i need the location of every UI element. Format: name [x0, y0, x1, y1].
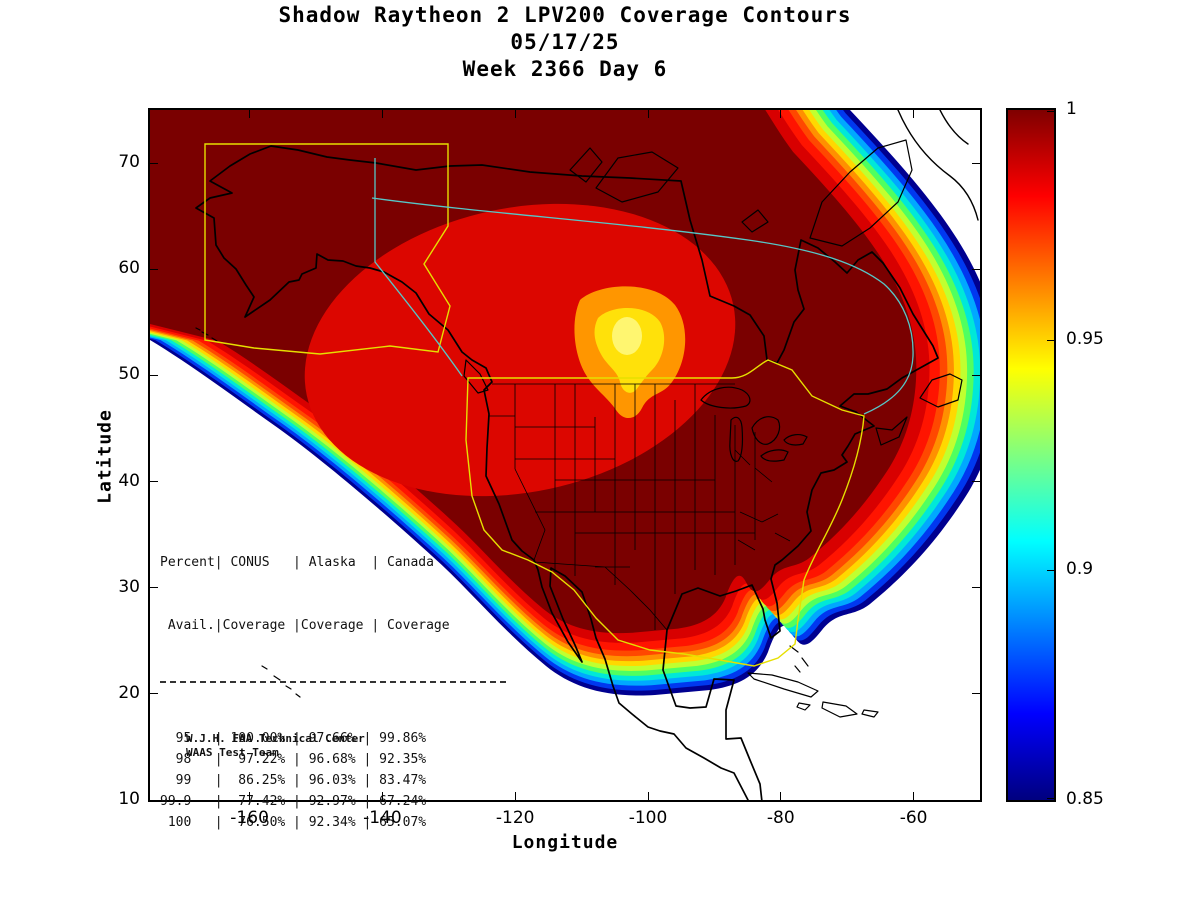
dip-red-region	[304, 203, 736, 497]
fir-line	[371, 197, 914, 415]
figure-title: Shadow Raytheon 2 LPV200 Coverage Contou…	[150, 2, 980, 83]
x-tick-mark	[780, 110, 782, 118]
credit-line-1: W.J.H. FAA Technical Center	[186, 732, 365, 745]
x-tick-mark	[647, 792, 649, 800]
lake-outline	[729, 416, 744, 462]
x-axis-label: Longitude	[511, 832, 619, 853]
y-tick-mark	[150, 374, 158, 376]
title-line-1: Shadow Raytheon 2 LPV200 Coverage Contou…	[278, 3, 852, 27]
x-tick-label: -120	[495, 808, 535, 828]
colorbar-tick-mark	[1047, 569, 1054, 571]
map-plot-area: Percent| CONUS | Alaska | Canada Avail.|…	[148, 108, 982, 830]
y-tick-mark	[150, 587, 158, 589]
colorbar-tick-label: 1	[1066, 99, 1077, 119]
x-tick-mark	[913, 110, 915, 118]
x-tick-label: -100	[628, 808, 668, 828]
coverage-table-header-2: Avail.|Coverage |Coverage | Coverage	[160, 618, 450, 633]
y-tick-mark	[150, 693, 158, 695]
credit-text: W.J.H. FAA Technical Center WAAS Test Te…	[186, 732, 365, 760]
x-tick-label: -140	[363, 808, 402, 828]
x-tick-label: -160	[230, 808, 269, 828]
y-tick-mark	[150, 481, 158, 483]
y-tick-mark	[972, 162, 980, 164]
y-tick-mark	[150, 162, 158, 164]
colorbar-gradient	[1008, 110, 1054, 800]
coverage-table-row: 95 | 100.00% | 97.66% | 99.86%	[160, 731, 427, 746]
x-tick-mark	[514, 792, 516, 800]
x-tick-mark	[514, 110, 516, 118]
x-tick-mark	[913, 792, 915, 800]
coverage-dip-hotspot	[304, 203, 736, 497]
x-tick-mark	[381, 792, 383, 800]
coverage-table: Percent| CONUS | Alaska | Canada Avail.|…	[160, 510, 516, 875]
lake-outline	[760, 449, 789, 462]
x-tick-mark	[249, 792, 251, 800]
credit-line-2: WAAS Test Team	[186, 746, 279, 759]
x-tick-mark	[249, 110, 251, 118]
alaska-service-boundary	[204, 143, 451, 355]
coverage-table-separator	[160, 681, 506, 683]
state-borders	[489, 383, 791, 631]
colorbar	[1006, 108, 1056, 802]
x-tick-label: -80	[766, 808, 795, 828]
y-tick-label: 20	[118, 682, 140, 703]
y-tick-label: 60	[118, 258, 140, 279]
y-tick-mark	[972, 587, 980, 589]
coverage-table-row: 98 | 97.22% | 96.68% | 92.35%	[160, 752, 427, 767]
y-tick-mark	[972, 268, 980, 270]
conus-service-boundary	[465, 359, 865, 667]
canada-fir-lines	[371, 158, 914, 415]
coastlines	[195, 110, 979, 800]
coverage-table-row: 99 | 86.25% | 96.03% | 83.47%	[160, 773, 427, 788]
x-tick-mark	[780, 792, 782, 800]
arctic-islands-outline	[569, 139, 913, 247]
colorbar-tick-label: 0.85	[1066, 789, 1104, 809]
title-line-2: 05/17/25	[510, 30, 620, 54]
fir-line	[374, 158, 463, 377]
y-tick-mark	[972, 481, 980, 483]
coverage-table-row: 100 | 76.50% | 92.34% | 65.07%	[160, 815, 427, 830]
y-tick-mark	[972, 693, 980, 695]
dip-bright-center	[612, 317, 642, 355]
y-tick-mark	[972, 799, 980, 801]
lake-outline	[700, 386, 751, 409]
y-tick-mark	[972, 374, 980, 376]
greenland-coastline	[897, 110, 979, 221]
y-tick-label: 70	[118, 152, 140, 173]
lake-outline	[783, 434, 808, 446]
island-outline	[463, 359, 963, 718]
coverage-table-row: 99.9 | 77.42% | 92.97% | 67.24%	[160, 794, 427, 809]
y-tick-mark	[150, 799, 158, 801]
colorbar-tick-mark	[1047, 110, 1054, 112]
great-lakes-outline	[700, 386, 808, 462]
x-tick-mark	[381, 110, 383, 118]
y-tick-label: 40	[118, 470, 140, 491]
colorbar-tick-label: 0.9	[1066, 559, 1094, 579]
mainland-coastline	[195, 145, 939, 800]
colorbar-tick-mark	[1047, 339, 1054, 341]
y-tick-label: 10	[118, 789, 140, 809]
x-tick-mark	[647, 110, 649, 118]
coverage-table-rows: 95 | 100.00% | 97.66% | 99.86% 98 | 97.2…	[160, 728, 516, 833]
y-tick-label: 50	[118, 364, 140, 385]
colorbar-tick-mark	[1047, 797, 1054, 799]
y-tick-label: 30	[118, 576, 140, 597]
title-line-3: Week 2366 Day 6	[462, 57, 668, 81]
x-tick-label: -60	[899, 808, 928, 828]
colorbar-tick-label: 0.95	[1066, 329, 1104, 349]
coverage-table-header-1: Percent| CONUS | Alaska | Canada	[160, 555, 434, 570]
coverage-contour-map	[150, 110, 980, 800]
y-axis-label: Latitude	[94, 409, 116, 504]
y-tick-mark	[150, 268, 158, 270]
lake-outline	[751, 416, 781, 445]
